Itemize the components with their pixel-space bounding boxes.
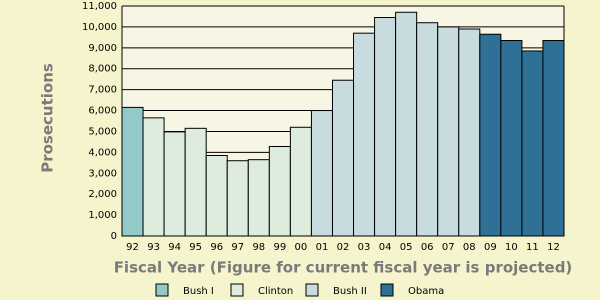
bar	[247, 159, 270, 237]
bar	[479, 33, 502, 237]
x-tick-label: 97	[231, 242, 244, 253]
legend-label: Bush II	[333, 286, 367, 297]
bar	[142, 117, 165, 237]
x-tick-label: 09	[484, 242, 497, 253]
bar	[437, 26, 460, 237]
legend-swatch	[155, 283, 169, 297]
y-tick-label: 6,000	[88, 106, 117, 117]
bar	[458, 28, 481, 237]
bar	[395, 11, 418, 237]
x-tick-label: 04	[379, 242, 392, 253]
x-tick-label: 98	[252, 242, 265, 253]
x-tick-label: 07	[442, 242, 455, 253]
x-tick-label: 95	[189, 242, 202, 253]
x-tick-label: 03	[358, 242, 371, 253]
x-tick-label: 08	[463, 242, 476, 253]
bar	[121, 106, 144, 237]
bar	[268, 146, 291, 237]
y-tick-label: 11,000	[82, 1, 117, 12]
y-tick-label: 3,000	[88, 168, 117, 179]
x-tick-label: 92	[126, 242, 139, 253]
y-tick-label: 7,000	[88, 85, 117, 96]
x-tick-label: 00	[295, 242, 308, 253]
x-tick-label: 01	[316, 242, 329, 253]
bar	[542, 40, 565, 237]
y-tick-label: 1,000	[88, 210, 117, 221]
bar	[353, 32, 376, 237]
bar	[331, 79, 355, 237]
y-tick-label: 5,000	[88, 126, 117, 137]
y-tick-label: 0	[111, 231, 117, 242]
bar	[416, 22, 439, 237]
x-tick-label: 11	[526, 242, 539, 253]
bar	[500, 40, 523, 237]
legend-label: Clinton	[258, 286, 293, 297]
x-tick-label: 94	[168, 242, 181, 253]
bar	[374, 17, 397, 237]
bar	[163, 131, 186, 237]
x-tick-label: 06	[421, 242, 434, 253]
x-axis-title: Fiscal Year (Figure for current fiscal y…	[114, 259, 573, 277]
bar	[289, 126, 312, 237]
x-tick-label: 10	[505, 242, 518, 253]
y-tick-label: 8,000	[88, 64, 117, 75]
y-tick-label: 2,000	[88, 189, 117, 200]
x-tick-label: 99	[273, 242, 286, 253]
y-tick-label: 10,000	[82, 22, 117, 33]
x-tick-label: 12	[547, 242, 560, 253]
y-axis-title: Prosecutions	[39, 63, 57, 173]
bar	[226, 160, 249, 237]
y-tick-label: 9,000	[88, 43, 117, 54]
x-tick-label: 96	[210, 242, 223, 253]
bar	[205, 155, 228, 237]
x-tick-label: 02	[337, 242, 350, 253]
bar	[521, 50, 544, 237]
legend-swatch	[380, 283, 394, 297]
legend-swatch	[305, 283, 319, 297]
legend-label: Bush I	[183, 286, 214, 297]
bar	[184, 127, 207, 237]
legend-label: Obama	[408, 286, 444, 297]
x-tick-label: 93	[147, 242, 160, 253]
legend-swatch	[230, 283, 244, 297]
bar	[310, 110, 333, 237]
x-tick-label: 05	[400, 242, 413, 253]
y-tick-label: 4,000	[88, 147, 117, 158]
